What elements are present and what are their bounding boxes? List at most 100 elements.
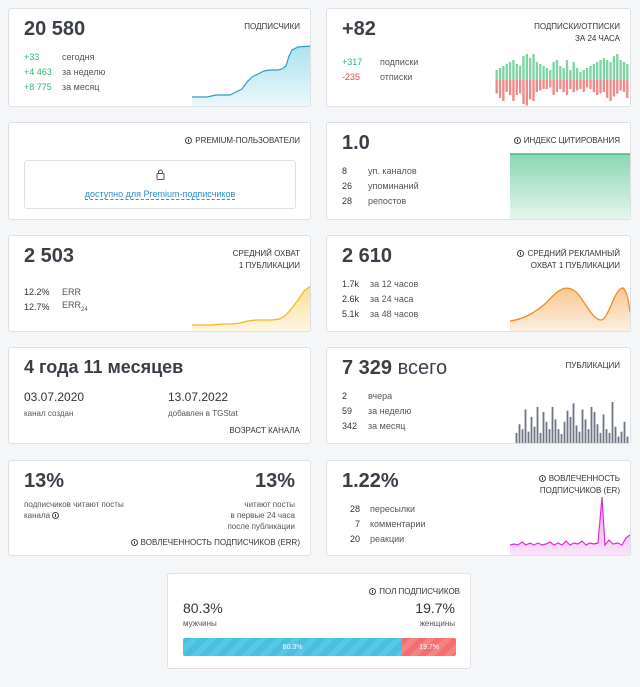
publication-bar xyxy=(566,410,569,443)
subscribe-bar xyxy=(585,68,589,80)
err-card[interactable]: 13% подписчиков читают посты канала 13% … xyxy=(8,460,311,556)
unsubscribe-bar xyxy=(589,80,592,89)
stat-value: +8 775 xyxy=(24,81,52,92)
publication-bar xyxy=(563,421,566,443)
avg-reach-card[interactable]: 2 503 СРЕДНИЙ ОХВАТ 1 ПУБЛИКАЦИИ 12.2% ERR… xyxy=(8,235,311,332)
subscribe-bar xyxy=(505,64,508,80)
unsubscribe-bar xyxy=(529,80,532,100)
subscribe-bar xyxy=(596,62,599,80)
stat-label: ERR xyxy=(62,286,82,297)
unsubscribe-bar xyxy=(518,80,522,94)
stat-value: 28 xyxy=(349,503,360,514)
stat-row: 26 упоминаний xyxy=(342,178,419,193)
publications-card[interactable]: 7 329 всего ПУБЛИКАЦИИ 2 вчера 59 за недел… xyxy=(326,347,631,444)
subscribe-bar xyxy=(612,56,616,80)
ad-reach-chart xyxy=(510,287,630,331)
stat-label: уп. каналов xyxy=(368,165,417,176)
publication-bar xyxy=(605,429,608,443)
stat-row: -235 отписки xyxy=(342,69,418,84)
subs-unsubs-card[interactable]: +82 ПОДПИСКИ/ОТПИСКИ ЗА 24 ЧАСА +317 подпи… xyxy=(326,8,631,107)
subscribe-bar xyxy=(565,60,569,80)
stat-value: 2 xyxy=(342,390,348,401)
info-icon xyxy=(185,137,193,144)
subs-unsubs-stats: +317 подписки -235 отписки xyxy=(342,54,418,84)
unsubscribe-bar xyxy=(596,80,599,95)
unsubscribe-bar xyxy=(626,80,629,98)
label-line: СРЕДНИЙ РЕКЛАМНЫЙ xyxy=(517,248,620,260)
unsubscribe-bar xyxy=(552,80,555,95)
channel-age-title: 4 года 11 месяцев xyxy=(24,357,184,377)
stat-label: за неделю xyxy=(62,66,106,77)
citation-stats: 8 уп. каналов 26 упоминаний 28 репостов xyxy=(342,163,419,208)
subscribers-sparkline xyxy=(192,45,310,106)
publication-bar xyxy=(590,406,593,443)
text-part: канала xyxy=(24,511,51,520)
label-line: ПОДПИСЧИКОВ (ER) xyxy=(539,486,620,495)
female-bar: 19.7% xyxy=(402,638,456,656)
label-line: ВОВЛЕЧЕННОСТЬ xyxy=(538,473,620,485)
subscribe-bar xyxy=(579,72,582,80)
unsubscribe-bar xyxy=(585,80,589,88)
unsubscribe-bar xyxy=(498,80,502,98)
unsubscribe-bar xyxy=(572,80,575,92)
ad-reach-value: 2 610 xyxy=(342,245,393,267)
info-icon xyxy=(130,539,138,546)
label-line: СРЕДНИЙ ОХВАТ xyxy=(232,249,300,258)
stat-row: 342 за месяц xyxy=(342,418,411,433)
stat-row: +8 775 за месяц xyxy=(24,79,105,94)
unsubscribe-bar xyxy=(525,80,528,106)
premium-box[interactable]: доступно для Premium-подписчиков xyxy=(24,160,296,209)
citation-card[interactable]: 1.0 ИНДЕКС ЦИТИРОВАНИЯ 8 уп. каналов 26 уп… xyxy=(326,122,631,220)
ad-reach-card[interactable]: 2 610 СРЕДНИЙ РЕКЛАМНЫЙ ОХВАТ 1 ПУБЛИКАЦИ… xyxy=(326,235,631,332)
ad-reach-label: СРЕДНИЙ РЕКЛАМНЫЙ ОХВАТ 1 ПУБЛИКАЦИИ xyxy=(517,248,620,272)
publication-bar xyxy=(623,421,626,443)
stat-row: 5.1k за 48 часов xyxy=(342,306,418,321)
publication-bar xyxy=(518,424,521,443)
premium-card[interactable]: PREMIUM-ПОЛЬЗОВАТЕЛИ доступно для Premiu… xyxy=(8,122,311,220)
subscribe-bar xyxy=(545,68,549,80)
citation-label: ИНДЕКС ЦИТИРОВАНИЯ xyxy=(513,135,620,147)
publication-bar xyxy=(539,432,542,443)
subscribers-card[interactable]: 20 580 ПОДПИСЧИКИ +33 сегодня +4 463 за не… xyxy=(8,8,311,107)
avg-reach-label: СРЕДНИЙ ОХВАТ 1 ПУБЛИКАЦИИ xyxy=(233,248,300,272)
stat-value: -235 xyxy=(342,71,361,82)
subscribe-bar xyxy=(525,54,528,80)
unsubscribe-bar xyxy=(562,80,565,92)
gender-card[interactable]: ПОЛ ПОДПИСЧИКОВ 80.3% мужчины 19.7% женщ… xyxy=(167,573,471,669)
unsubscribe-bar xyxy=(579,80,582,89)
unsubscribe-bar xyxy=(555,80,559,92)
stat-row: 59 за неделю xyxy=(342,403,411,418)
unsubscribe-bar xyxy=(522,80,525,104)
stat-value: 7 xyxy=(354,518,360,529)
stat-label: за месяц xyxy=(62,81,100,92)
publication-bar xyxy=(599,432,602,443)
subscribe-bar xyxy=(529,58,532,80)
stat-row: 28 репостов xyxy=(342,193,419,208)
stat-row: 1.7k за 12 часов xyxy=(342,276,418,291)
text-line: в первые 24 часа xyxy=(230,511,295,520)
publication-bar xyxy=(551,406,554,443)
subscribe-bar xyxy=(515,64,518,80)
publication-bar xyxy=(593,411,596,443)
premium-label-text: PREMIUM-ПОЛЬЗОВАТЕЛИ xyxy=(195,136,300,145)
stat-value: +33 xyxy=(24,51,40,62)
err-right-text: читают посты в первые 24 часа после публ… xyxy=(227,499,295,532)
info-icon xyxy=(538,475,546,482)
subscribe-bar xyxy=(592,64,595,80)
subscribe-bar xyxy=(602,58,606,80)
stat-label: подписки xyxy=(380,56,419,67)
unsubscribe-bar xyxy=(622,80,626,92)
channel-age-card[interactable]: 4 года 11 месяцев 03.07.2020 канал созда… xyxy=(8,347,311,444)
publication-bar xyxy=(524,409,527,443)
stat-value: 12.7% xyxy=(24,301,50,312)
err-subscript: 24 xyxy=(81,306,88,313)
er-card[interactable]: 1.22% ВОВЛЕЧЕННОСТЬ ПОДПИСЧИКОВ (ER) 28 пе… xyxy=(326,460,631,556)
publication-bar xyxy=(530,416,533,443)
unsubscribe-bar xyxy=(616,80,619,94)
info-icon[interactable] xyxy=(52,512,60,519)
premium-link[interactable]: доступно для Premium-подписчиков xyxy=(84,189,236,200)
subscribe-bar xyxy=(549,70,552,80)
stat-value: 2.6k xyxy=(342,293,360,304)
stat-value: 28 xyxy=(342,195,353,206)
subs-unsubs-value: +82 xyxy=(342,18,376,40)
